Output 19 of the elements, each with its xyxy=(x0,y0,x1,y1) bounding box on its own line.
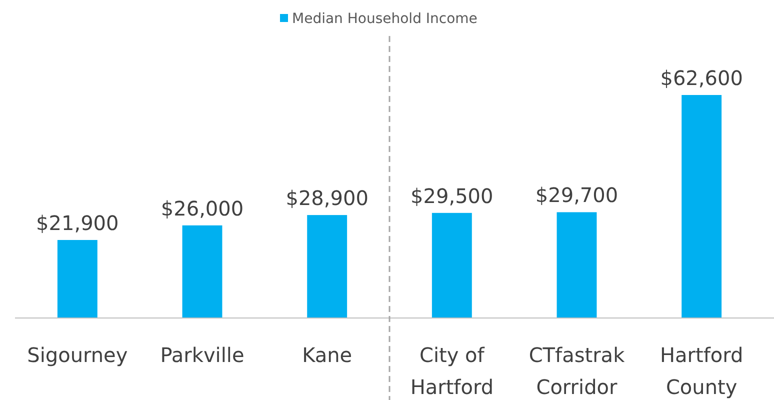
data-label: $29,700 xyxy=(535,183,618,208)
x-tick-label: Parkville xyxy=(160,343,244,367)
legend-label: Median Household Income xyxy=(292,11,478,27)
data-label: $29,500 xyxy=(410,184,494,208)
bar xyxy=(182,225,222,318)
bar xyxy=(682,95,722,318)
x-tick-label: City of Hartford xyxy=(410,343,494,399)
bar xyxy=(307,215,348,318)
x-tick-label: Kane xyxy=(302,343,352,367)
data-label: $21,900 xyxy=(36,210,119,235)
bar xyxy=(432,212,472,318)
x-tick-label: Hartford County xyxy=(660,343,744,399)
data-label: $62,600 xyxy=(660,66,743,90)
data-label: $28,900 xyxy=(286,186,368,210)
bar xyxy=(57,240,98,318)
data-label: $26,000 xyxy=(160,196,244,220)
x-tick-label: CTfastrak Corridor xyxy=(528,343,626,399)
x-tick-label: Sigourney xyxy=(27,343,128,367)
bar xyxy=(556,212,597,318)
